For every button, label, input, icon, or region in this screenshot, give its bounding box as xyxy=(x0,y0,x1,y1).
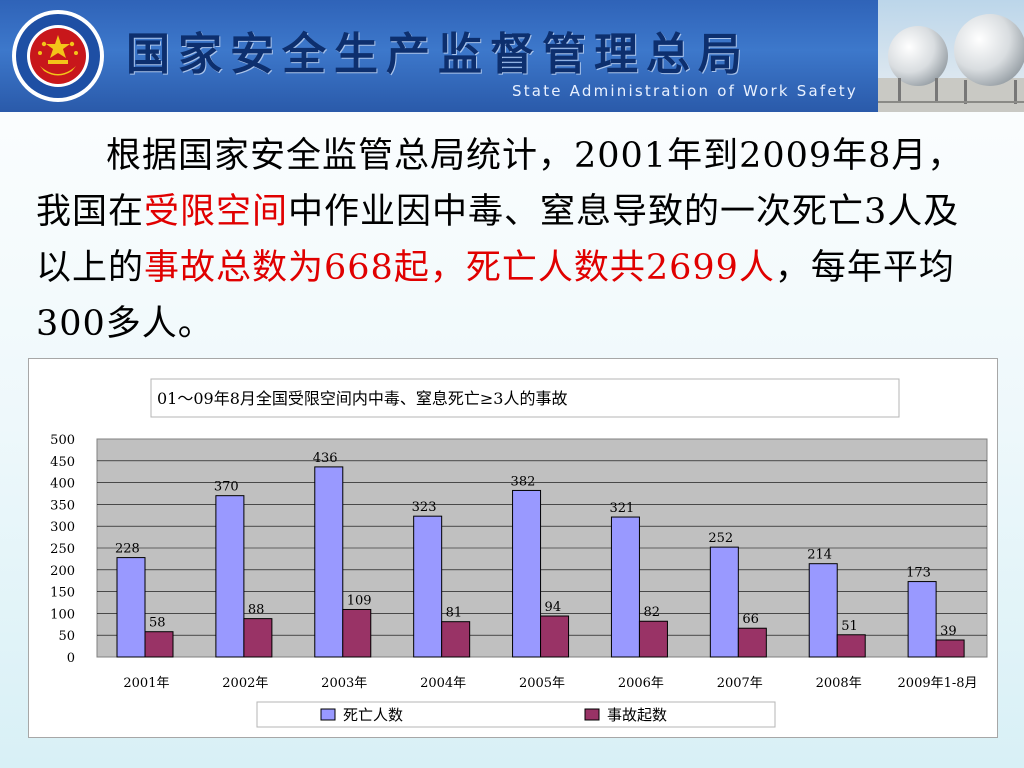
y-tick-label: 500 xyxy=(50,433,75,448)
x-tick-label: 2008年 xyxy=(816,676,862,691)
bar-accidents xyxy=(243,618,273,658)
x-tick-label: 2005年 xyxy=(519,676,565,691)
y-tick-label: 300 xyxy=(50,520,75,535)
statement-text-3: ，每年平均300多人。 xyxy=(36,248,955,344)
legend-label: 事故起数 xyxy=(607,706,667,724)
data-label: 88 xyxy=(248,603,265,618)
bar-deaths xyxy=(808,563,838,658)
bar-accidents xyxy=(144,631,174,658)
y-tick-label: 50 xyxy=(58,629,75,644)
agency-name-cn: 国家安全生产监督管理总局 xyxy=(126,29,750,80)
bar-accidents xyxy=(441,621,471,658)
data-label: 66 xyxy=(742,612,759,627)
legend-swatch xyxy=(320,708,336,721)
data-label: 214 xyxy=(807,548,832,563)
statement-highlight-totals: 事故总数为668起，死亡人数共2699人 xyxy=(144,248,775,288)
x-tick-label: 2009年1-8月 xyxy=(898,676,978,691)
data-label: 94 xyxy=(545,600,562,615)
bar-deaths xyxy=(314,466,344,658)
bar-accidents xyxy=(638,620,668,658)
statement-text-2: 中作业因中毒、窒息导致的一次死亡3人及以上的 xyxy=(36,192,960,288)
legend-box xyxy=(256,701,776,728)
data-label: 323 xyxy=(412,500,437,515)
legend-swatch xyxy=(584,708,600,721)
x-tick-label: 2002年 xyxy=(222,676,268,691)
chart-title: 01～09年8月全国受限空间内中毒、窒息死亡≥3人的事故 xyxy=(157,389,568,408)
data-label: 382 xyxy=(511,474,536,489)
data-label: 39 xyxy=(940,624,957,639)
chart-title-box xyxy=(150,378,900,418)
data-label: 436 xyxy=(313,451,338,466)
data-label: 51 xyxy=(841,619,858,634)
y-tick-label: 150 xyxy=(50,586,75,601)
data-label: 228 xyxy=(115,542,140,557)
bar-accidents xyxy=(935,639,965,658)
data-label: 252 xyxy=(708,531,733,546)
statement-text-1: 根据国家安全监管总局统计，2001年到2009年8月，我国在 xyxy=(36,136,964,232)
y-tick-label: 400 xyxy=(50,477,75,492)
data-label: 321 xyxy=(609,501,634,516)
bar-deaths xyxy=(907,581,937,658)
x-tick-label: 2001年 xyxy=(123,676,169,691)
bar-accidents xyxy=(342,608,372,658)
x-tick-label: 2007年 xyxy=(717,676,763,691)
x-tick-label: 2003年 xyxy=(321,676,367,691)
storage-tanks-photo xyxy=(878,0,1024,112)
data-label: 173 xyxy=(906,566,931,581)
data-label: 109 xyxy=(347,593,372,608)
data-label: 82 xyxy=(643,605,660,620)
data-label: 370 xyxy=(214,480,239,495)
data-label: 58 xyxy=(149,616,166,631)
bar-deaths xyxy=(116,557,146,658)
x-tick-label: 2006年 xyxy=(618,676,664,691)
header-banner: 国家安全生产监督管理总局 State Administration of Wor… xyxy=(0,0,1024,112)
statistics-statement: 根据国家安全监管总局统计，2001年到2009年8月，我国在受限空间中作业因中毒… xyxy=(36,128,988,352)
agency-name-en: State Administration of Work Safety xyxy=(512,82,858,100)
bar-deaths xyxy=(512,489,542,658)
bar-deaths xyxy=(215,495,245,658)
y-tick-label: 0 xyxy=(67,651,75,666)
x-tick-label: 2004年 xyxy=(420,676,466,691)
legend-label: 死亡人数 xyxy=(343,706,403,724)
y-tick-label: 250 xyxy=(50,542,75,557)
national-emblem-icon xyxy=(12,10,104,102)
data-label: 81 xyxy=(446,606,463,621)
bar-accidents xyxy=(836,634,866,658)
chart-panel: 01～09年8月全国受限空间内中毒、窒息死亡≥3人的事故 0 50 100 150 200… xyxy=(28,358,998,738)
y-tick-label: 100 xyxy=(50,607,75,622)
bar-accidents xyxy=(737,627,767,658)
bar-chart: 01～09年8月全国受限空间内中毒、窒息死亡≥3人的事故 0 50 100 150 200… xyxy=(50,378,988,728)
bar-deaths xyxy=(709,546,739,658)
bar-accidents xyxy=(540,615,570,658)
y-tick-label: 350 xyxy=(50,498,75,513)
statement-highlight-confined-space: 受限空间 xyxy=(144,192,289,232)
y-tick-label: 200 xyxy=(50,564,75,579)
bar-deaths xyxy=(610,516,640,658)
y-tick-label: 450 xyxy=(50,455,75,470)
bar-deaths xyxy=(413,515,443,658)
